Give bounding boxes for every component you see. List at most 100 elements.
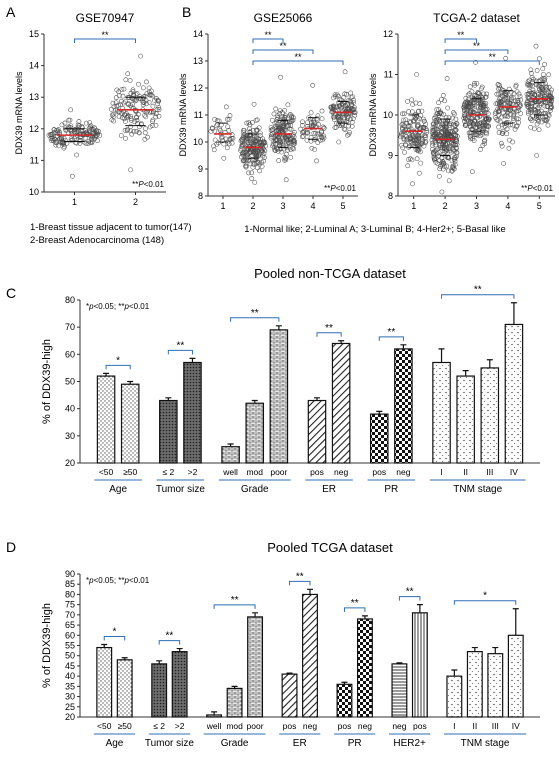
- data-point: [440, 93, 446, 98]
- data-point: [416, 108, 421, 114]
- data-point: [542, 61, 547, 67]
- data-point: [125, 71, 131, 77]
- data-point: [260, 148, 265, 153]
- x-tick-label: 1: [220, 201, 225, 211]
- data-point: [453, 142, 458, 148]
- data-point: [503, 95, 509, 100]
- data-point: [499, 130, 505, 136]
- data-point: [52, 136, 57, 142]
- data-point: [415, 122, 420, 128]
- data-point: [243, 157, 249, 163]
- data-point: [123, 119, 128, 124]
- data-point: [109, 117, 115, 123]
- data-point: [240, 158, 246, 164]
- data-point: [124, 115, 130, 121]
- y-tick-label: 20: [65, 458, 75, 468]
- bar: [336, 683, 353, 718]
- data-point: [510, 139, 515, 145]
- x-tick-label: II: [463, 467, 468, 477]
- y-tick-label: 10: [193, 137, 203, 147]
- data-point: [438, 111, 444, 117]
- data-point: [75, 122, 81, 128]
- data-point: [247, 141, 253, 147]
- significance-label: **: [325, 323, 333, 334]
- bar: [432, 361, 451, 464]
- data-point: [285, 122, 291, 128]
- data-point: [410, 181, 415, 187]
- data-point: [224, 116, 230, 122]
- data-point: [423, 134, 428, 140]
- chart-title: TCGA-2 dataset: [433, 11, 520, 25]
- data-point: [463, 123, 469, 129]
- data-point: [453, 139, 459, 144]
- data-point: [537, 56, 542, 62]
- data-point: [125, 127, 130, 132]
- data-point: [532, 92, 538, 97]
- data-point: [241, 149, 246, 155]
- data-point: [283, 142, 289, 148]
- error-bar: [396, 662, 403, 664]
- data-point: [404, 137, 410, 143]
- data-point: [421, 118, 427, 124]
- data-point: [539, 101, 544, 107]
- data-point: [147, 124, 153, 130]
- data-point: [337, 103, 342, 109]
- data-point: [147, 92, 153, 98]
- data-point: [507, 137, 512, 143]
- data-point: [284, 143, 290, 149]
- data-point: [287, 113, 293, 119]
- data-point: [238, 148, 244, 154]
- data-point: [276, 126, 282, 131]
- data-point: [292, 139, 298, 144]
- data-point: [241, 130, 247, 135]
- data-point: [478, 147, 483, 152]
- data-point: [140, 85, 146, 91]
- data-point: [430, 149, 436, 155]
- group-label: Age: [109, 484, 127, 495]
- data-point: [239, 154, 244, 160]
- data-point: [210, 126, 215, 132]
- data-point: [336, 139, 342, 145]
- data-point: [209, 125, 215, 131]
- significance-label: **: [351, 598, 359, 609]
- significance-bracket: [105, 364, 131, 370]
- y-tick-label: 60: [65, 349, 75, 359]
- data-point: [57, 129, 62, 135]
- data-point: [251, 101, 257, 107]
- data-point: [543, 84, 549, 90]
- data-point: [498, 119, 503, 125]
- data-point: [398, 134, 404, 140]
- data-point: [481, 120, 487, 126]
- data-point: [245, 155, 251, 160]
- data-point: [140, 102, 146, 108]
- data-point: [342, 117, 347, 122]
- data-point: [433, 159, 439, 165]
- y-axis-label: % of DDX39-high: [41, 603, 53, 688]
- y-tick-label: 80: [65, 295, 75, 305]
- data-point: [515, 98, 520, 104]
- data-point: [226, 141, 232, 147]
- significance-label: **: [473, 41, 481, 51]
- data-point: [244, 136, 250, 141]
- data-point: [51, 130, 57, 135]
- data-point: [92, 130, 98, 136]
- data-point: [533, 107, 538, 113]
- data-point: [513, 84, 519, 89]
- x-tick-label: IV: [512, 721, 520, 731]
- data-point: [219, 134, 225, 140]
- data-point: [450, 115, 455, 121]
- error-bar: [376, 410, 383, 415]
- data-point: [430, 128, 436, 133]
- data-point: [275, 115, 281, 121]
- x-tick-label: neg: [392, 721, 406, 731]
- data-point: [400, 111, 405, 117]
- data-point: [517, 93, 523, 99]
- error-bar: [127, 380, 134, 385]
- x-tick-label: mod: [246, 467, 263, 477]
- x-tick-label: 2: [443, 201, 448, 211]
- x-tick-label: 1: [72, 197, 77, 207]
- data-point: [301, 129, 307, 134]
- x-tick-label: ≤ 2: [153, 721, 165, 731]
- group-label: Age: [106, 738, 124, 749]
- significance-bracket: [158, 640, 181, 645]
